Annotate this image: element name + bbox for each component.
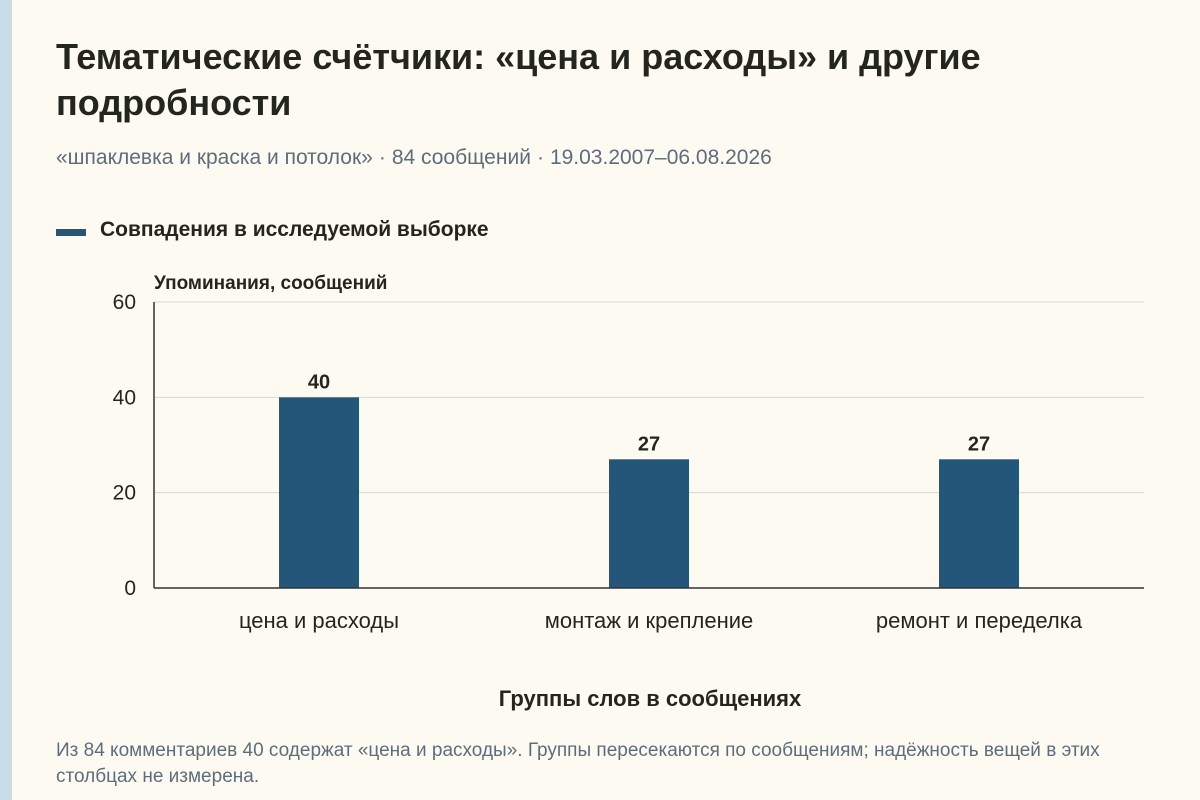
bars <box>279 397 1019 588</box>
axes <box>153 302 1144 589</box>
chart-legend: Совпадения в исследуемой выборке <box>56 218 489 242</box>
legend-swatch <box>56 228 86 236</box>
bar <box>609 459 689 588</box>
subtitle-separator: · <box>536 146 544 169</box>
y-tick-label: 0 <box>124 577 136 600</box>
bar-value-label: 27 <box>638 433 660 455</box>
page-title: Тематические счётчики: «цена и расходы» … <box>56 36 981 123</box>
bar <box>279 397 359 588</box>
value-labels: 40 27 27 <box>308 371 990 455</box>
footnote: Из 84 комментариев 40 содержат «цена и р… <box>56 740 1100 787</box>
bar-value-label: 40 <box>308 371 330 393</box>
x-tick-label: ремонт и переделка <box>876 608 1083 633</box>
y-tick-labels: 0 20 40 60 <box>113 291 136 600</box>
y-tick-label: 40 <box>113 386 136 409</box>
y-axis-title: Упоминания, сообщений <box>154 273 388 294</box>
subtitle-query: «шпаклевка и краска и потолок» <box>56 146 373 169</box>
side-strip <box>0 0 12 800</box>
y-tick-label: 60 <box>113 291 136 314</box>
x-tick-labels: цена и расходы монтаж и крепление ремонт и… <box>239 608 1083 633</box>
bar <box>939 459 1019 588</box>
bar-value-label: 27 <box>968 433 990 455</box>
subtitle: «шпаклевка и краска и потолок» · 84 сообще… <box>56 146 772 170</box>
subtitle-count: 84 сообщений <box>391 146 531 169</box>
y-tick-label: 20 <box>113 482 136 505</box>
x-tick-label: монтаж и крепление <box>545 608 754 633</box>
subtitle-separator: · <box>378 146 386 169</box>
x-tick-label: цена и расходы <box>239 608 399 633</box>
legend-label: Совпадения в исследуемой выборке <box>100 218 489 241</box>
x-axis-title: Группы слов в сообщениях <box>498 686 802 711</box>
subtitle-period: 19.03.2007–06.08.2026 <box>549 146 772 169</box>
